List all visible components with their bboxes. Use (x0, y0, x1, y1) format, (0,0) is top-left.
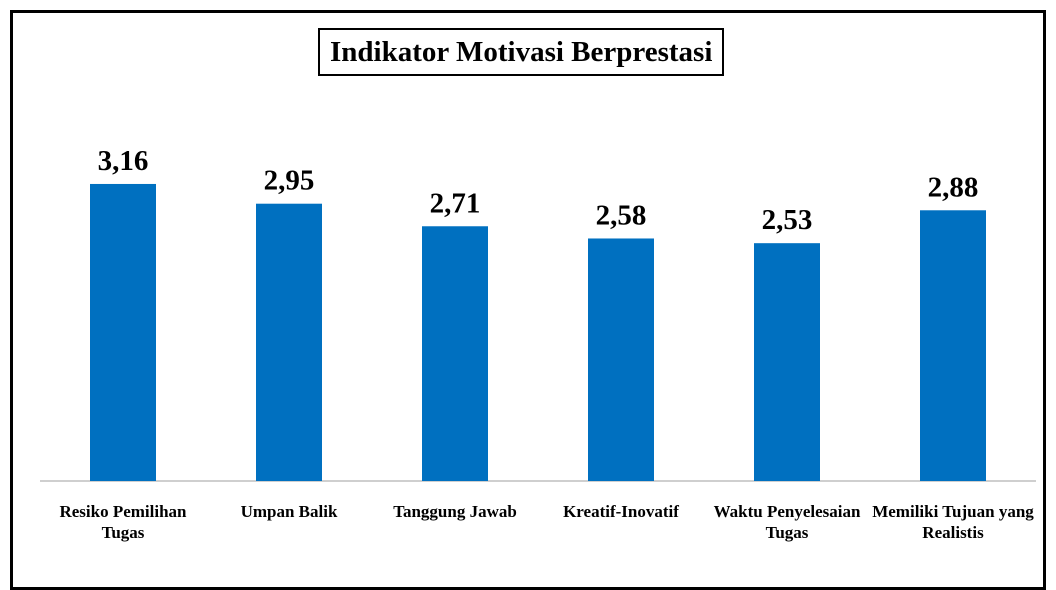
bar (588, 238, 654, 481)
x-tick-label: Kreatif-Inovatif (563, 502, 679, 521)
bar (256, 203, 322, 481)
x-tick-label: Tanggung Jawab (393, 502, 517, 521)
bar (422, 226, 488, 481)
x-tick-label: Waktu Penyelesaian Tugas (713, 502, 861, 542)
data-label: 2,58 (596, 199, 647, 231)
chart-title: Indikator Motivasi Berprestasi (318, 28, 725, 76)
data-label: 2,71 (430, 187, 481, 219)
x-tick-label: Memiliki Tujuan yang Realistis (872, 502, 1034, 542)
data-label: 2,53 (762, 204, 813, 236)
data-label: 2,95 (264, 165, 315, 197)
bar (754, 243, 820, 481)
x-tick-label: Umpan Balik (240, 502, 338, 521)
data-label: 2,88 (928, 171, 979, 203)
data-label: 3,16 (98, 145, 149, 177)
bar (920, 210, 986, 481)
bar (90, 183, 156, 481)
x-tick-label: Resiko Pemilihan Tugas (59, 502, 187, 542)
